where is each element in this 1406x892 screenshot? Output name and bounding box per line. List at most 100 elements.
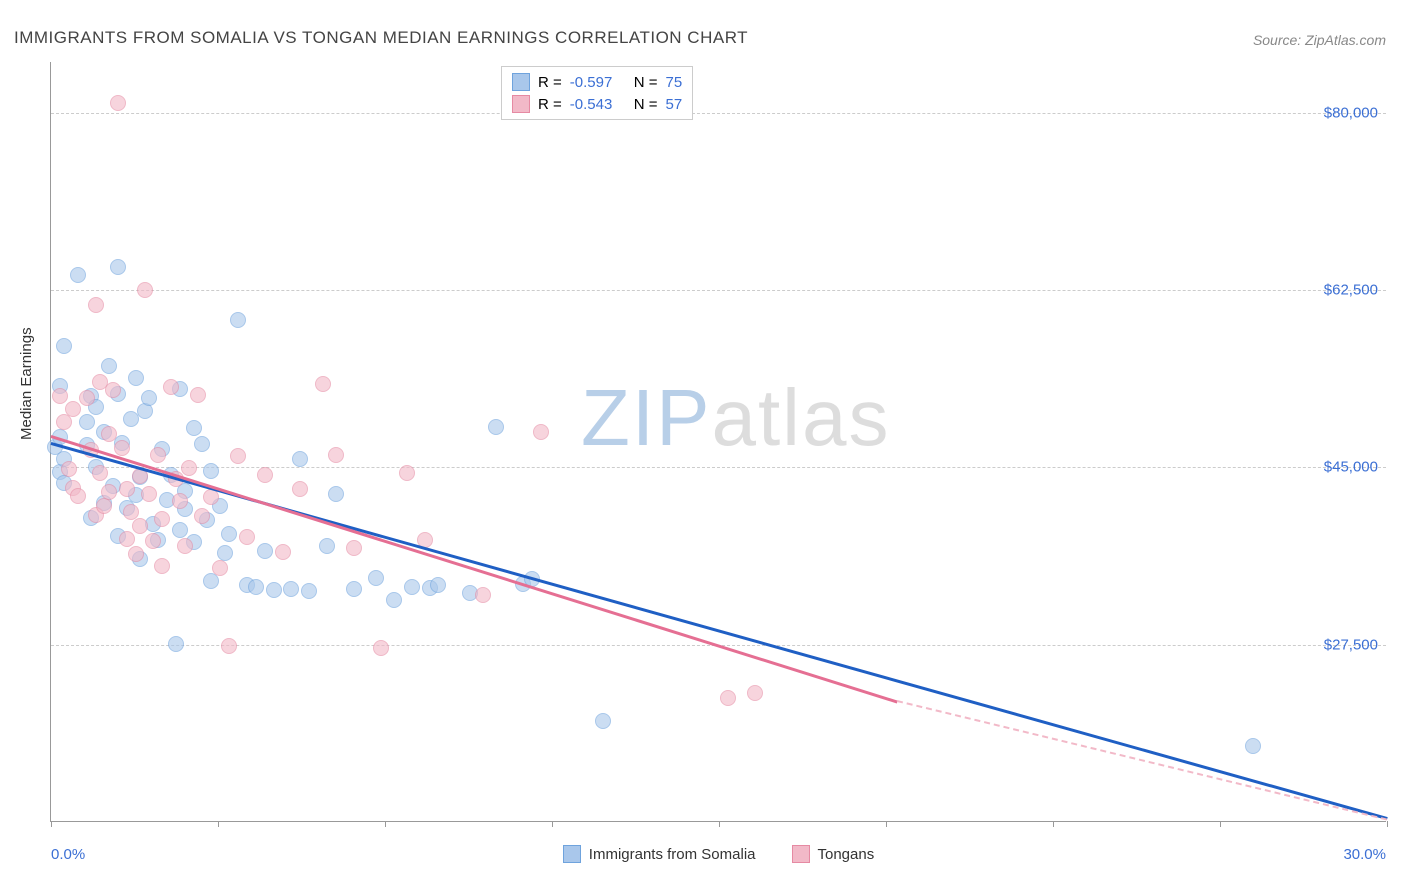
data-point [346,581,362,597]
data-point [172,493,188,509]
data-point [61,461,77,477]
swatch-tongans-icon [792,845,810,863]
gridline-h [51,290,1386,291]
data-point [190,387,206,403]
data-point [386,592,402,608]
y-tick-label: $27,500 [1324,636,1378,653]
x-axis-max-label: 30.0% [1343,846,1386,863]
data-point [292,481,308,497]
stats-n-value-tongans: 57 [666,96,683,113]
x-tick [886,821,887,827]
data-point [404,579,420,595]
data-point [221,526,237,542]
data-point [101,484,117,500]
data-point [110,259,126,275]
data-point [203,463,219,479]
data-point [328,486,344,502]
x-axis-min-label: 0.0% [51,846,85,863]
stats-r-label: R = [538,74,562,91]
legend-label-tongans: Tongans [818,846,875,863]
data-point [346,540,362,556]
data-point [257,543,273,559]
data-point [172,522,188,538]
data-point [79,390,95,406]
data-point [328,447,344,463]
data-point [70,488,86,504]
data-point [283,581,299,597]
data-point [230,312,246,328]
stats-r-label: R = [538,96,562,113]
y-axis-label: Median Earnings [18,327,35,440]
data-point [747,685,763,701]
data-point [96,498,112,514]
data-point [368,570,384,586]
data-point [212,560,228,576]
data-point [257,467,273,483]
data-point [141,390,157,406]
data-point [65,401,81,417]
stats-n-value-somalia: 75 [666,74,683,91]
data-point [101,426,117,442]
y-tick-label: $45,000 [1324,459,1378,476]
x-tick [1220,821,1221,827]
legend-item-somalia: Immigrants from Somalia [563,845,756,863]
data-point [137,282,153,298]
data-point [168,636,184,652]
source-attribution: Source: ZipAtlas.com [1253,32,1386,48]
data-point [101,358,117,374]
data-point [141,486,157,502]
data-point [319,538,335,554]
data-point [266,582,282,598]
data-point [128,546,144,562]
gridline-h [51,113,1386,114]
data-point [186,420,202,436]
data-point [248,579,264,595]
series-legend: Immigrants from Somalia Tongans [51,845,1386,863]
data-point [92,465,108,481]
y-tick-label: $80,000 [1324,104,1378,121]
legend-label-somalia: Immigrants from Somalia [589,846,756,863]
data-point [373,640,389,656]
data-point [301,583,317,599]
data-point [88,297,104,313]
x-tick [385,821,386,827]
data-point [399,465,415,481]
data-point [194,508,210,524]
data-point [275,544,291,560]
gridline-h [51,467,1386,468]
stats-n-label: N = [634,74,658,91]
data-point [132,518,148,534]
swatch-somalia-icon [563,845,581,863]
x-tick [552,821,553,827]
data-point [163,379,179,395]
data-point [221,638,237,654]
data-point [194,436,210,452]
data-point [79,414,95,430]
legend-item-tongans: Tongans [792,845,875,863]
chart-title: IMMIGRANTS FROM SOMALIA VS TONGAN MEDIAN… [14,28,748,48]
data-point [292,451,308,467]
data-point [114,440,130,456]
data-point [52,388,68,404]
data-point [230,448,246,464]
trend-line-dashed [897,700,1387,821]
data-point [105,382,121,398]
stats-row-somalia: R = -0.597 N = 75 [512,71,682,93]
stats-legend: R = -0.597 N = 75 R = -0.543 N = 57 [501,66,693,120]
data-point [1245,738,1261,754]
data-point [119,531,135,547]
x-tick [1053,821,1054,827]
data-point [533,424,549,440]
data-point [720,690,736,706]
watermark-zip: ZIP [581,373,711,462]
x-tick [719,821,720,827]
watermark-atlas: atlas [711,373,890,462]
stats-r-value-tongans: -0.543 [570,96,626,113]
swatch-somalia [512,73,530,91]
x-tick [218,821,219,827]
data-point [475,587,491,603]
data-point [128,370,144,386]
trend-line [51,435,898,703]
data-point [145,533,161,549]
data-point [315,376,331,392]
